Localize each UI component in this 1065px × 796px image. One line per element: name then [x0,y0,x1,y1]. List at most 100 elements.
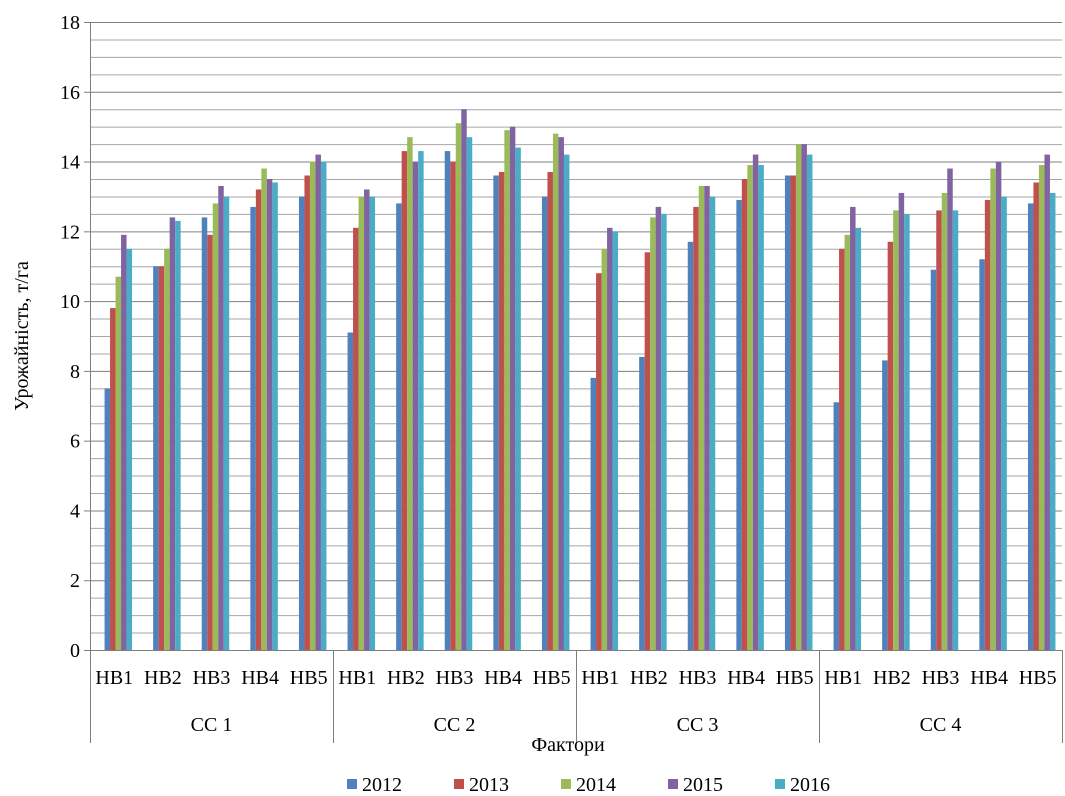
bar [790,175,796,650]
bar [547,172,553,650]
bar [904,213,910,650]
bar [741,179,748,650]
bar [639,356,645,650]
bar [541,196,548,650]
y-tick-label: 2 [70,570,80,592]
bar [255,189,262,650]
bar [504,130,510,651]
bar [898,192,905,650]
bar [164,248,170,650]
bar [736,199,742,650]
x-tick-label: НВ3 [193,667,231,689]
y-tick-labels: 0 2 4 6 8 10 12 14 16 18 [60,12,80,662]
legend-label: 2015 [683,774,723,796]
bar [509,126,516,650]
x-tick-label: НВ4 [484,667,522,689]
bar [353,227,359,650]
x-axis-title: Фактори [531,734,605,756]
bar [693,206,699,650]
bar [941,192,948,650]
bar [223,196,230,650]
bar [158,266,165,650]
bar [747,165,753,651]
bar [795,144,802,650]
bar [153,266,159,650]
bar [126,248,133,650]
bar [309,161,316,651]
bar [844,234,851,651]
bar [304,175,310,650]
y-tick-label: 18 [60,12,80,34]
bar [979,259,985,650]
bar [704,185,710,650]
group-label: СС 1 [191,714,233,736]
bar [601,248,608,650]
legend-label: 2012 [362,774,402,796]
bar [687,241,694,651]
bar [698,185,705,650]
bar [450,161,456,651]
bar [855,227,862,650]
bar [709,196,716,650]
legend-swatch [454,779,464,789]
bar [250,206,256,650]
bar [515,147,521,650]
bar [590,377,597,650]
y-tick-label: 10 [60,291,80,313]
group-label: СС 4 [920,714,962,736]
legend-label: 2016 [790,774,830,796]
bar [218,185,224,650]
group-label: СС 3 [677,714,719,736]
bar [806,154,813,651]
bar [644,252,651,650]
bar [407,137,413,651]
bars [104,109,1056,651]
x-tick-label: НВ1 [338,667,376,689]
x-tick-label: НВ4 [970,667,1008,689]
bar [784,175,791,650]
bar [936,210,942,650]
bar [650,217,656,650]
bar [612,231,619,651]
group-label: СС 2 [434,714,476,736]
bar [1044,154,1050,651]
bar [839,248,845,650]
bar [201,217,208,650]
y-tick-label: 16 [60,82,80,104]
y-tick-label: 6 [70,431,80,453]
bar [893,210,899,650]
bar [212,203,219,650]
axes [84,22,1063,743]
bar [175,220,181,650]
bar [347,332,354,650]
bar [801,144,807,650]
bar [882,360,888,650]
x-tick-label: НВ2 [387,667,425,689]
y-tick-label: 12 [60,221,80,243]
bar [207,234,213,651]
gridlines [90,22,1062,634]
bar [887,241,894,651]
bar [169,217,176,650]
bar [261,168,267,651]
bar [833,402,840,650]
bar [444,151,451,651]
x-tick-label: НВ4 [241,667,279,689]
bar [320,161,327,651]
bar [1038,165,1045,651]
bar [596,273,602,650]
bar [272,182,278,650]
legend-swatch [347,779,357,789]
x-tick-labels: НВ1 НВ2 НВ3 НВ4 НВ5 НВ1 НВ2 НВ3 НВ4 НВ5 НВ1 НВ2 НВ3 Н… [95,667,1056,736]
legend-swatch [668,779,678,789]
bar [115,276,122,650]
bar [995,161,1002,651]
bar [412,161,419,651]
bar [752,154,759,651]
bar [455,123,462,650]
bar [110,308,116,650]
y-tick-label: 14 [60,152,80,174]
x-tick-label: НВ3 [679,667,717,689]
bar [850,206,856,650]
